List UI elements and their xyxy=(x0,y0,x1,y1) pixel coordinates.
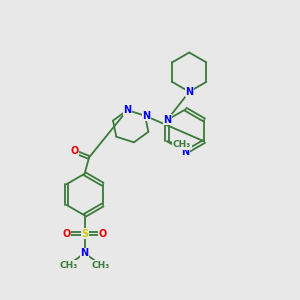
Text: N: N xyxy=(182,147,190,157)
Text: O: O xyxy=(98,229,106,239)
Text: CH₃: CH₃ xyxy=(92,260,110,269)
Text: O: O xyxy=(70,146,78,157)
Text: CH₃: CH₃ xyxy=(173,140,191,149)
Text: N: N xyxy=(163,115,171,125)
Text: N: N xyxy=(142,111,151,121)
Text: N: N xyxy=(185,87,193,97)
Text: CH₃: CH₃ xyxy=(59,260,77,269)
Text: N: N xyxy=(123,105,131,115)
Text: N: N xyxy=(80,248,89,258)
Text: O: O xyxy=(63,229,71,239)
Text: S: S xyxy=(81,229,88,239)
